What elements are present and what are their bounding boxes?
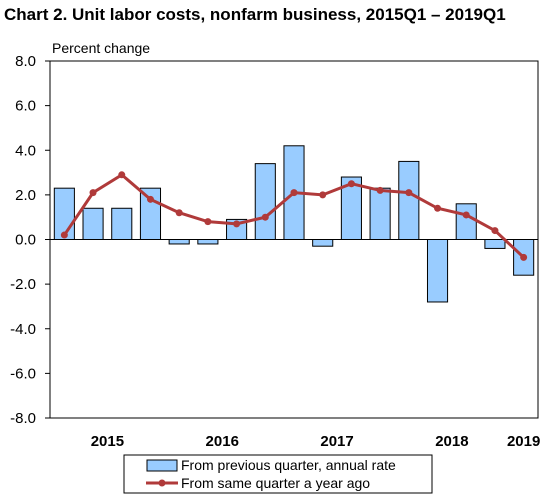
point-2016Q1: [175, 209, 183, 217]
bar-2015Q2: [82, 207, 104, 240]
legend-label-year-ago: From same quarter a year ago: [181, 475, 370, 491]
bar-2016Q1: [168, 239, 190, 245]
y-tick-label: 2.0: [15, 187, 36, 204]
point-2018Q1: [405, 189, 413, 197]
bar-2018Q2: [426, 239, 449, 303]
y-tick-label: -4.0: [10, 321, 36, 338]
point-2018Q4: [491, 227, 499, 235]
point-2017Q3: [347, 180, 355, 188]
point-2015Q4: [146, 195, 154, 203]
x-year-label-2018: 2018: [435, 433, 468, 450]
bar-2016Q4: [254, 163, 276, 240]
bar-2016Q2: [197, 239, 219, 245]
point-2017Q4: [376, 186, 384, 194]
y-tick-label: 6.0: [15, 98, 36, 115]
chart-title: Chart 2. Unit labor costs, nonfarm busin…: [4, 5, 506, 24]
point-2018Q3: [462, 211, 470, 219]
y-tick-label: 8.0: [15, 53, 36, 70]
x-year-label-2015: 2015: [91, 433, 124, 450]
point-2018Q2: [434, 204, 442, 212]
x-year-label-2017: 2017: [320, 433, 353, 450]
y-tick-label: -6.0: [10, 365, 36, 382]
bar-2018Q3: [455, 203, 477, 241]
y-tick-label: 0.0: [15, 232, 36, 249]
legend-line-marker: [158, 479, 166, 487]
legend-bar-swatch: [146, 459, 178, 472]
legend-label-previous-quarter: From previous quarter, annual rate: [181, 457, 396, 473]
point-2016Q3: [233, 220, 241, 228]
bar-2017Q4: [369, 187, 391, 240]
y-tick-label: -2.0: [10, 276, 36, 293]
bar-2018Q4: [484, 239, 506, 249]
point-2015Q3: [118, 171, 126, 179]
y-axis-label: Percent change: [52, 40, 150, 56]
x-year-label-2016: 2016: [206, 433, 239, 450]
bar-2017Q2: [312, 239, 334, 247]
bar-2018Q1: [398, 160, 420, 240]
point-2015Q1: [60, 231, 68, 239]
point-2017Q1: [290, 189, 298, 197]
bar-2015Q3: [111, 207, 133, 240]
point-2016Q2: [204, 218, 212, 226]
point-2016Q4: [261, 213, 269, 221]
x-year-label-2019: 2019: [507, 433, 540, 450]
point-2015Q2: [89, 189, 97, 197]
point-2017Q2: [319, 191, 327, 199]
bar-2017Q3: [340, 176, 362, 240]
legend: From previous quarter, annual rate From …: [123, 454, 433, 494]
y-tick-label: -8.0: [10, 410, 36, 427]
y-tick-label: 4.0: [15, 142, 36, 159]
point-2019Q1: [520, 253, 528, 261]
